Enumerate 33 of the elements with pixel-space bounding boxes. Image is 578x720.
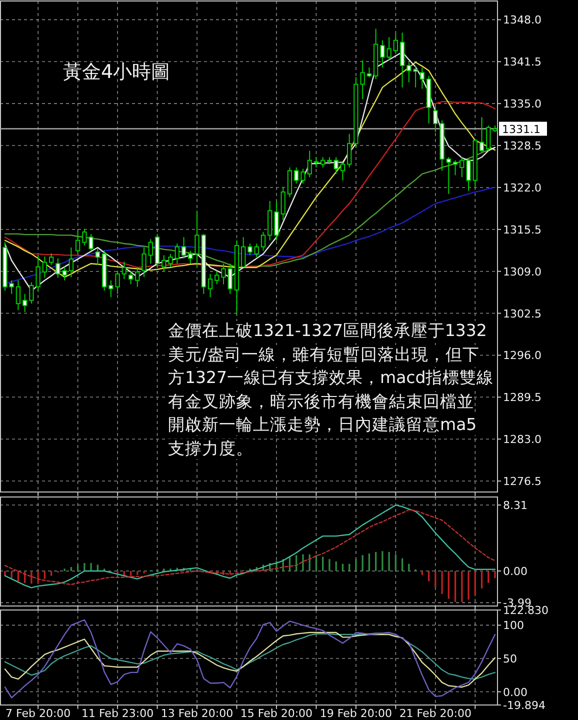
- annotation: 金價在上破1321-1327區間後承壓于1332: [168, 321, 487, 341]
- y-tick-label: 1328.5: [503, 140, 542, 153]
- y-tick-label: -19.894: [503, 699, 546, 712]
- annotation: 開啟新一輪上漲走勢，日內建議留意ma5: [168, 415, 477, 435]
- ref-line-label: 1331.1: [502, 122, 540, 136]
- y-tick-label: 0.00: [503, 564, 528, 578]
- y-tick-label: 1322.0: [503, 181, 542, 194]
- annotation: 美元/盎司一線，雖有短暫回落出現，但下: [168, 344, 480, 364]
- x-tick-label: 21 Feb 20:00: [399, 707, 472, 720]
- y-tick-label: 1276.5: [503, 475, 542, 488]
- x-tick-label: 7 Feb 20:00: [5, 707, 71, 720]
- y-tick-label: 100: [503, 619, 524, 632]
- y-tick-label: 1296.0: [503, 349, 542, 362]
- y-tick-label: 50: [503, 652, 517, 666]
- y-tick-label: 1335.0: [503, 98, 542, 111]
- y-tick-label: 1309.0: [503, 265, 542, 278]
- y-tick-label: 1289.5: [503, 391, 542, 404]
- y-tick-label: 1348.0: [503, 14, 542, 27]
- annotation: 有金叉跡象，暗示後市有機會結束回檔並: [168, 392, 474, 412]
- x-tick-label: 11 Feb 23:00: [81, 707, 154, 720]
- x-tick-label: 19 Feb 20:00: [320, 707, 392, 720]
- y-tick-label: 8.31: [503, 499, 528, 512]
- y-tick-label: 0.00: [503, 686, 528, 699]
- y-tick-label: 1341.5: [503, 56, 542, 69]
- y-tick-label: 122.830: [503, 604, 548, 617]
- y-tick-label: 1315.5: [503, 223, 542, 236]
- annotation: 方1327一線已有支撐效果，macd指標雙線: [168, 368, 494, 388]
- y-tick-label: 1283.0: [503, 433, 542, 446]
- annotation: 支撐力度。: [168, 438, 253, 458]
- y-tick-label: 1302.5: [503, 307, 542, 320]
- text: 黃金4小時圖: [63, 61, 170, 83]
- x-tick-label: 15 Feb 20:00: [240, 707, 313, 720]
- x-tick-label: 13 Feb 20:00: [160, 707, 234, 720]
